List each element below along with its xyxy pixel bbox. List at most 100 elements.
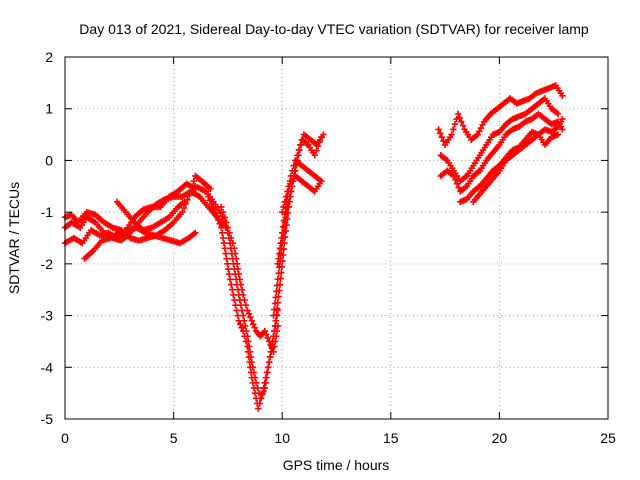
data-point (320, 131, 327, 138)
data-point (275, 270, 282, 277)
data-point (218, 224, 225, 231)
data-point (438, 133, 446, 141)
data-point (554, 110, 562, 118)
data-point (272, 317, 279, 324)
data-point (187, 188, 195, 195)
data-track (437, 95, 562, 185)
data-point (240, 317, 248, 324)
data-point (274, 322, 282, 330)
data-point (250, 320, 257, 328)
data-point (440, 137, 447, 145)
data-track (270, 131, 327, 319)
data-point (249, 379, 257, 386)
data-point (264, 334, 271, 342)
data-point (474, 131, 481, 138)
data-point (247, 314, 254, 321)
data-point (271, 343, 278, 350)
data-track (61, 172, 214, 244)
data-point (221, 245, 229, 252)
data-track (437, 110, 566, 195)
data-point (265, 358, 273, 366)
data-point (281, 198, 289, 205)
data-point (559, 92, 566, 99)
data-point (276, 264, 283, 271)
data-point (255, 405, 262, 412)
data-point (232, 302, 239, 309)
data-point (250, 384, 258, 392)
data-point (216, 220, 223, 227)
data-point (313, 147, 320, 154)
data-point (232, 255, 240, 262)
data-point (232, 250, 239, 257)
y-tick-label: -3 (41, 308, 54, 324)
data-point (210, 205, 217, 212)
data-point (452, 176, 459, 184)
data-track (470, 115, 566, 205)
x-tick-label: 10 (274, 430, 290, 446)
data-point (559, 115, 566, 123)
data-point (267, 341, 274, 349)
data-point (296, 146, 303, 154)
y-tick-label: 1 (45, 101, 53, 117)
data-point (241, 296, 248, 304)
data-point (435, 126, 442, 133)
data-point (251, 324, 258, 331)
data-point (226, 229, 233, 237)
data-point (279, 223, 287, 230)
data-track (218, 203, 282, 355)
data-point (290, 162, 297, 169)
data-point (559, 126, 566, 133)
data-point (206, 197, 214, 204)
data-point (239, 291, 247, 299)
data-point (208, 201, 215, 208)
x-axis-label: GPS time / hours (283, 457, 390, 473)
data-point (477, 124, 485, 132)
data-point (186, 192, 193, 199)
data-point (180, 204, 188, 212)
data-point (222, 250, 229, 257)
chart-title: Day 013 of 2021, Sidereal Day-to-day VTE… (79, 21, 589, 37)
data-point (207, 185, 214, 193)
data-point (224, 260, 231, 268)
data-point (267, 353, 274, 361)
data-point (261, 327, 269, 335)
data-point (284, 188, 291, 195)
data-point (223, 219, 230, 226)
data-point (241, 333, 248, 340)
data-point (229, 286, 236, 293)
data-point (219, 234, 227, 242)
data-point (231, 296, 238, 304)
data-point (251, 389, 259, 397)
data-point (318, 177, 325, 185)
data-point (219, 208, 227, 216)
data-point (273, 288, 280, 295)
data-point (248, 317, 255, 324)
data-track (113, 198, 188, 234)
data-point (219, 229, 226, 237)
data-point (262, 374, 270, 381)
plot-frame (64, 56, 609, 420)
data-point (282, 193, 290, 200)
data-point (311, 152, 318, 159)
data-point (190, 177, 198, 185)
data-point (272, 294, 279, 301)
data-point (229, 239, 236, 247)
data-point (263, 369, 271, 376)
data-track (457, 128, 562, 205)
data-point (237, 281, 245, 288)
data-point (272, 338, 279, 345)
data-point (289, 167, 296, 174)
data-point (213, 212, 220, 220)
y-tick-label: 2 (45, 49, 53, 65)
data-point (453, 180, 461, 187)
x-tick-label: 0 (61, 430, 69, 446)
y-tick-label: 0 (45, 152, 53, 168)
data-point (242, 322, 249, 330)
data-point (244, 307, 251, 314)
data-point (192, 229, 199, 237)
data-point (279, 208, 286, 216)
data-point (261, 379, 269, 386)
data-point (238, 286, 246, 293)
